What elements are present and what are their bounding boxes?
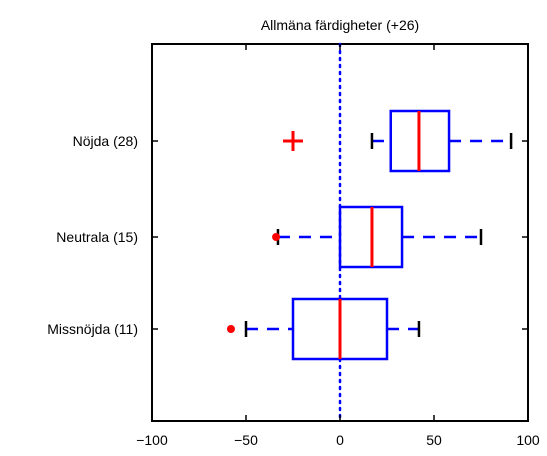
outlier-dot <box>272 233 281 241</box>
group-label: Nöjda (28) <box>73 133 138 149</box>
x-tick-label: −100 <box>136 432 168 448</box>
plot-area: −100 −50 0 50 100 Nöjda (28) Neutrala (15) Miss… <box>47 42 540 448</box>
group-label: Neutrala (15) <box>56 229 138 245</box>
chart-title: Allmäna färdigheter (+26) <box>261 17 419 33</box>
x-tick-label: 100 <box>516 432 540 448</box>
group-label: Missnöjda (11) <box>47 321 138 337</box>
x-tick-label: 0 <box>336 432 344 448</box>
x-tick-label: 50 <box>426 432 442 448</box>
outlier-dot <box>226 325 235 333</box>
x-tick-label: −50 <box>234 432 258 448</box>
